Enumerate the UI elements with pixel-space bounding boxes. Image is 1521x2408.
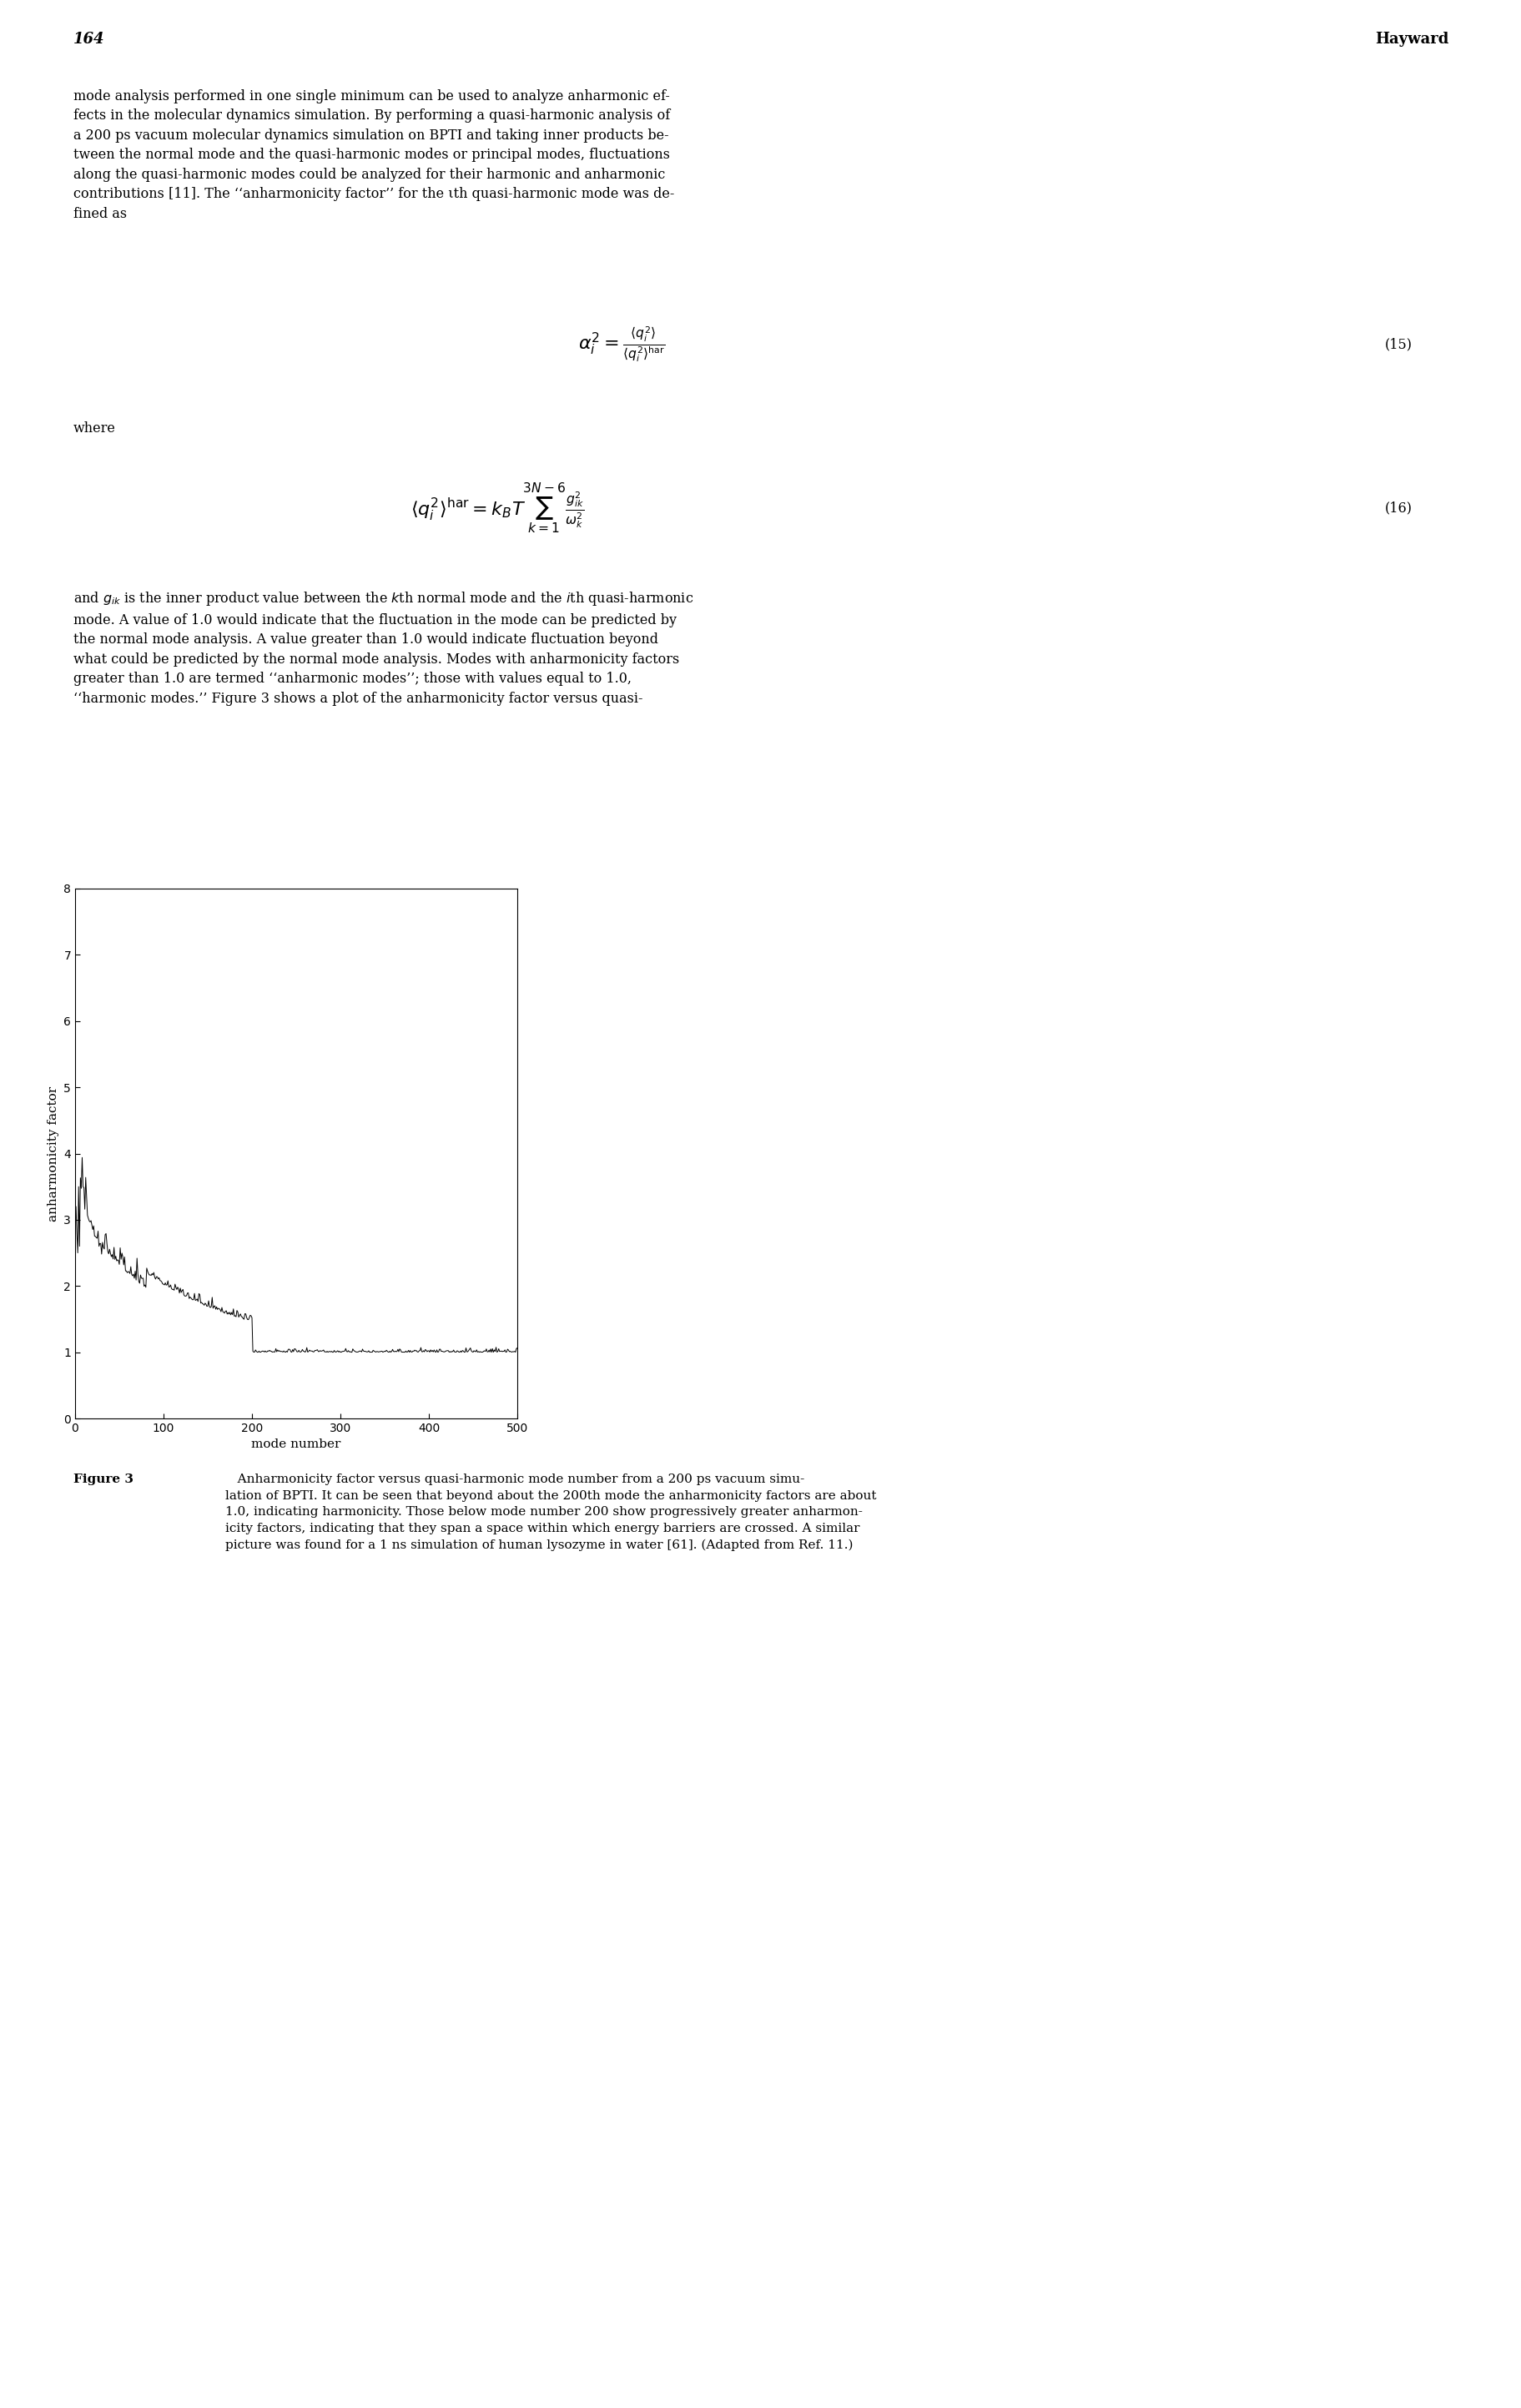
Text: Hayward: Hayward [1375, 31, 1448, 46]
Text: Figure 3: Figure 3 [73, 1474, 132, 1486]
X-axis label: mode number: mode number [251, 1440, 341, 1450]
Text: Anharmonicity factor versus quasi-harmonic mode number from a 200 ps vacuum simu: Anharmonicity factor versus quasi-harmon… [225, 1474, 876, 1551]
Text: 164: 164 [73, 31, 105, 46]
Text: (15): (15) [1384, 337, 1411, 352]
Text: mode analysis performed in one single minimum can be used to analyze anharmonic : mode analysis performed in one single mi… [73, 89, 674, 222]
Text: (16): (16) [1384, 501, 1411, 515]
Text: where: where [73, 421, 116, 436]
Y-axis label: anharmonicity factor: anharmonicity factor [47, 1086, 59, 1221]
Text: and $g_{ik}$ is the inner product value between the $k$th normal mode and the $i: and $g_{ik}$ is the inner product value … [73, 590, 694, 706]
Text: $\alpha_i^2 = \frac{\langle q_i^2 \rangle}{\langle q_i^2 \rangle^{\mathrm{har}}}: $\alpha_i^2 = \frac{\langle q_i^2 \rangl… [578, 325, 665, 364]
Text: $\langle q_i^2 \rangle^{\mathrm{har}} = k_B T \sum_{k=1}^{3N-6} \frac{g_{ik}^2}{: $\langle q_i^2 \rangle^{\mathrm{har}} = … [411, 482, 584, 535]
